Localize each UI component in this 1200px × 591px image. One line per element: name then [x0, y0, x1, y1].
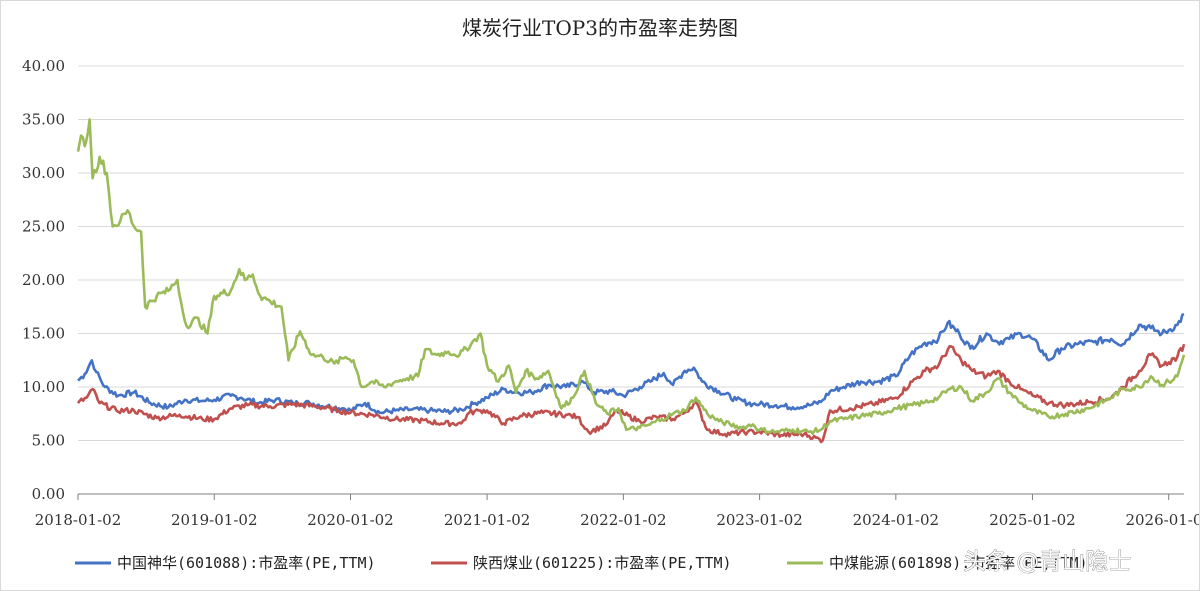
- x-tick-label: 2019-01-02: [171, 511, 257, 529]
- y-tick-label: 10.00: [22, 378, 65, 396]
- chart-title: 煤炭行业TOP3的市盈率走势图: [462, 16, 738, 40]
- x-tick-label: 2021-01-02: [444, 511, 530, 529]
- x-tick-label: 2023-01-02: [716, 511, 802, 529]
- x-tick-label: 2018-01-02: [35, 511, 121, 529]
- y-tick-label: 0.00: [32, 485, 65, 503]
- y-tick-label: 30.00: [22, 164, 65, 182]
- y-tick-label: 5.00: [32, 432, 65, 450]
- x-tick-label: 2022-01-02: [580, 511, 666, 529]
- y-tick-label: 15.00: [22, 325, 65, 343]
- series-line-2: [76, 343, 1186, 444]
- x-tick-label: 2025-01-02: [989, 511, 1075, 529]
- y-axis-ticks: 0.00 5.00 10.00 15.00 20.00 25.00 30.00 35.00 40…: [22, 57, 65, 503]
- legend-label: 陕西煤业(601225):市盈率(PE,TTM): [473, 554, 732, 572]
- series-line-3: [76, 118, 1186, 436]
- x-tick-label: 2020-01-02: [307, 511, 393, 529]
- legend: 中国神华(601088):市盈率(PE,TTM) 陕西煤业(601225):市盈率…: [75, 554, 1088, 572]
- watermark: 头条 @青山隐士: [963, 549, 1131, 575]
- y-tick-label: 35.00: [22, 111, 65, 129]
- y-tick-label: 25.00: [22, 218, 65, 236]
- legend-label: 中国神华(601088):市盈率(PE,TTM): [117, 554, 376, 572]
- grid-lines: [78, 65, 1184, 441]
- y-tick-label: 40.00: [22, 57, 65, 75]
- x-tick-label: 2026-01-02: [1125, 511, 1199, 529]
- y-tick-label: 20.00: [22, 271, 65, 289]
- series-lines: [76, 118, 1186, 444]
- legend-label: 中煤能源(601898):市盈率(PE,TTM): [829, 554, 1088, 572]
- series-line-1: [77, 312, 1185, 415]
- x-axis-ticks: 2018-01-02 2019-01-02 2020-01-02 2021-01-02…: [35, 494, 1199, 529]
- x-tick-label: 2024-01-02: [853, 511, 939, 529]
